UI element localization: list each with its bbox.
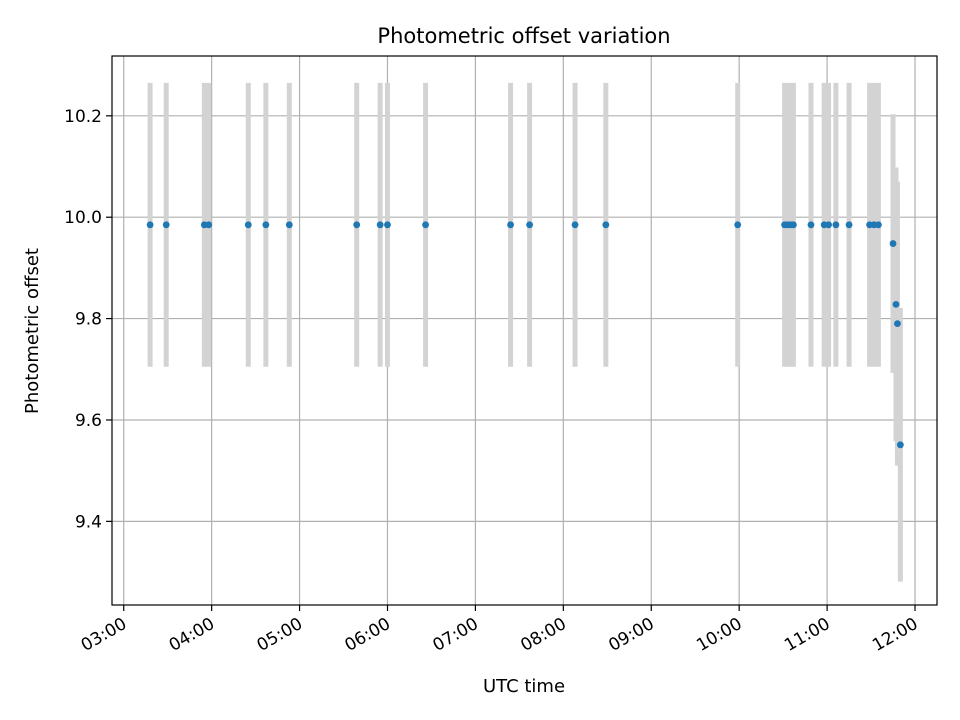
x-tick-label: 08:00 [517,614,569,656]
y-tick-label: 9.6 [75,411,102,431]
x-tick-label: 03:00 [78,614,130,656]
chart-title: Photometric offset variation [377,24,670,48]
data-point [789,221,797,229]
data-point [526,221,534,229]
data-point [384,221,391,229]
data-point [892,300,900,308]
data-point [845,221,853,229]
x-tick-label: 04:00 [166,614,218,656]
x-axis-title: UTC time [483,676,565,697]
data-point [896,441,904,449]
x-tick-label: 11:00 [781,614,833,656]
data-point [285,221,293,229]
data-point [571,221,579,229]
x-tick-label: 12:00 [869,614,921,656]
x-tick-label: 10:00 [693,614,745,656]
x-axis-ticks: 03:00 04:00 05:00 06:00 07:00 08:00 09:00 10:00… [78,605,922,656]
x-tick-label: 07:00 [429,614,481,656]
data-point [825,221,832,229]
data-point [889,240,897,247]
y-tick-label: 10.2 [64,107,102,127]
data-point [205,221,213,229]
data-point [874,221,882,229]
data-points [146,221,904,449]
x-tick-label: 05:00 [254,614,306,656]
data-point [262,221,270,229]
plot-frame [111,55,938,606]
y-tick-label: 9.4 [75,512,102,532]
y-tick-label: 10.0 [64,208,102,228]
y-axis-title: Photometric offset [22,248,43,414]
data-point [162,221,170,229]
data-point [894,320,901,328]
x-tick-label: 06:00 [342,614,394,656]
data-point [807,221,815,229]
data-point [422,221,429,229]
x-tick-label: 09:00 [605,614,657,656]
grid [112,56,937,605]
data-point [244,221,252,229]
data-point [376,221,384,229]
data-point [734,221,742,229]
data-point [507,221,514,229]
data-point [832,221,840,229]
data-point [353,221,361,229]
data-point [146,221,154,229]
error-bars [147,82,903,582]
data-point [602,221,610,229]
y-axis-ticks: 9.4 9.6 9.8 10.0 10.2 [64,107,112,532]
y-tick-label: 9.8 [75,310,102,330]
